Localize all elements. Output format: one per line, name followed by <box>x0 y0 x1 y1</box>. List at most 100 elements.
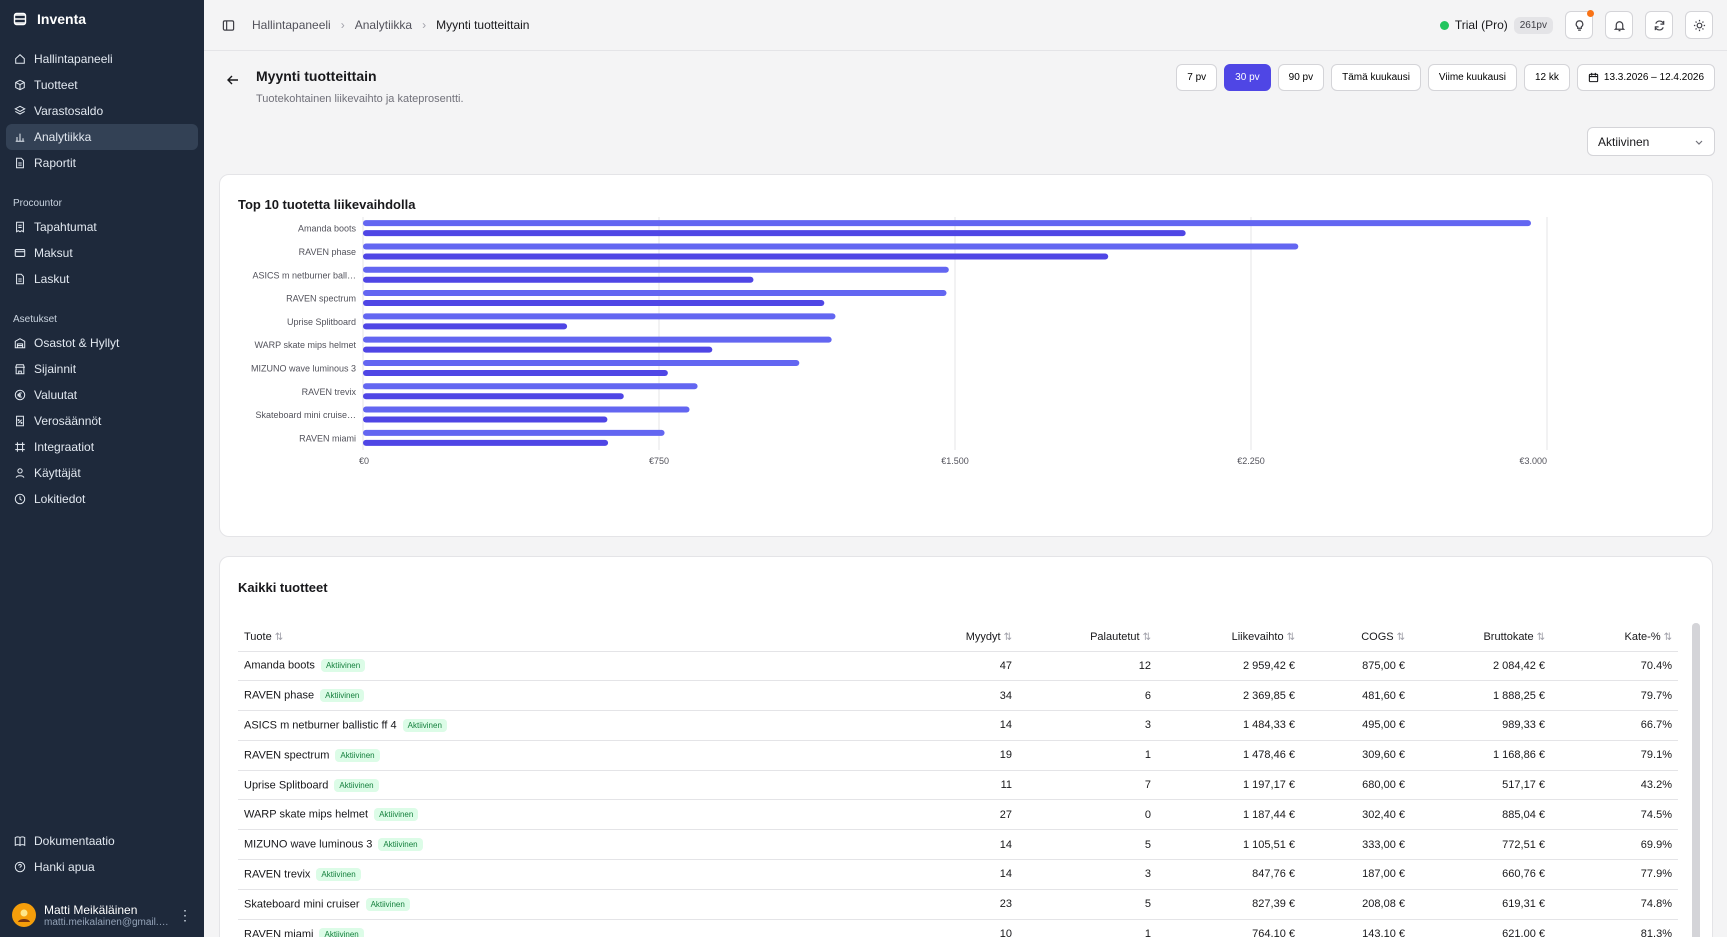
sort-icon: ⇅ <box>274 631 284 643</box>
sidebar-item-sijainnit[interactable]: Sijainnit <box>6 356 198 382</box>
range-button-12m[interactable]: 12 kk <box>1524 64 1570 91</box>
range-button-7d[interactable]: 7 pv <box>1176 64 1218 91</box>
user-menu[interactable]: Matti Meikäläinen matti.meikalainen@gmai… <box>0 893 204 937</box>
product-name[interactable]: RAVEN phase <box>244 689 315 702</box>
sidebar-item-analytiikka[interactable]: Analytiikka <box>6 124 198 150</box>
sidebar-item-kayttajat[interactable]: Käyttäjät <box>6 460 198 486</box>
sidebar-item-varastosaldo[interactable]: Varastosaldo <box>6 98 198 124</box>
sold-cell: 47 <box>858 651 1018 682</box>
table-row[interactable]: Uprise Splitboard Aktiivinen 11 7 1 197,17 €… <box>238 770 1678 801</box>
bar-series-2[interactable] <box>363 253 1109 260</box>
bar-series-2[interactable] <box>363 323 568 330</box>
scrollbar-thumb[interactable] <box>1692 623 1700 937</box>
table-row[interactable]: WARP skate mips helmet Aktiivinen 27 0 1 187… <box>238 799 1678 831</box>
revenue-cell: 1 478,46 € <box>1157 740 1301 771</box>
back-arrow-icon[interactable] <box>226 73 240 87</box>
product-name[interactable]: WARP skate mips helmet <box>244 808 369 821</box>
column-header-product[interactable]: Tuote ⇅ <box>238 623 858 652</box>
breadcrumb-item[interactable]: Analytiikka <box>354 18 413 32</box>
sidebar-item-hanki-apua[interactable]: Hanki apua <box>6 854 198 880</box>
column-header-revenue[interactable]: Liikevaihto ⇅ <box>1157 623 1301 652</box>
sidebar-item-verosaannot[interactable]: Verosäännöt <box>6 408 198 434</box>
sidebar-item-raportit[interactable]: Raportit <box>6 150 198 176</box>
bar-series-2[interactable] <box>363 276 754 283</box>
breadcrumb-item[interactable]: Hallintapaneeli <box>252 18 331 32</box>
range-button-30d[interactable]: 30 pv <box>1224 64 1271 91</box>
product-cell: ASICS m netburner ballistic ff 4 Aktiivin… <box>238 710 858 741</box>
brand[interactable]: Inventa <box>0 0 204 38</box>
date-range-picker[interactable]: 13.3.2026 – 12.4.2026 <box>1576 64 1715 91</box>
sidebar-item-maksut[interactable]: Maksut <box>6 240 198 266</box>
product-name[interactable]: Skateboard mini cruiser <box>244 898 360 911</box>
column-header-gross-profit[interactable]: Bruttokate ⇅ <box>1411 623 1551 652</box>
more-vertical-icon[interactable]: ⋮ <box>178 906 192 923</box>
column-header-margin[interactable]: Kate-% ⇅ <box>1551 623 1678 652</box>
sidebar-toggle-button[interactable] <box>218 11 238 39</box>
range-button-last-month[interactable]: Viime kuukausi <box>1427 64 1517 91</box>
product-name[interactable]: RAVEN trevix <box>244 868 311 881</box>
product-name[interactable]: ASICS m netburner ballistic ff 4 <box>244 719 397 732</box>
bar-series-2[interactable] <box>363 393 624 400</box>
sidebar-item-dokumentaatio[interactable]: Dokumentaatio <box>6 828 198 854</box>
product-name[interactable]: Amanda boots <box>244 659 315 672</box>
bar-series-2[interactable] <box>363 439 609 446</box>
bar-series-1[interactable] <box>363 243 1299 250</box>
bar-series-2[interactable] <box>363 230 1186 237</box>
bar-series-1[interactable] <box>363 429 665 436</box>
table-row[interactable]: ASICS m netburner ballistic ff 4 Aktiivin… <box>238 710 1678 741</box>
table-row[interactable]: Amanda boots Aktiivinen 47 12 2 959,42 €875,… <box>238 651 1678 682</box>
table-row[interactable]: RAVEN miami Aktiivinen 10 1 764,10 €143,10 €… <box>238 919 1678 937</box>
sidebar-item-label: Käyttäjät <box>34 466 81 480</box>
table-row[interactable]: MIZUNO wave luminous 3 Aktiivinen 14 5 1 105… <box>238 829 1678 861</box>
bar-series-1[interactable] <box>363 290 947 297</box>
gross-profit-cell: 1 888,25 € <box>1411 680 1551 712</box>
column-header-cogs[interactable]: COGS ⇅ <box>1301 623 1411 652</box>
sidebar-item-label: Maksut <box>34 246 73 260</box>
sidebar-item-integraatiot[interactable]: Integraatiot <box>6 434 198 460</box>
bar-series-1[interactable] <box>363 406 690 413</box>
bar-series-1[interactable] <box>363 220 1531 227</box>
sidebar-item-tuotteet[interactable]: Tuotteet <box>6 72 198 98</box>
plan-status[interactable]: Trial (Pro) 261pv <box>1439 16 1553 34</box>
table-row[interactable]: RAVEN phase Aktiivinen 34 6 2 369,85 €481,60… <box>238 680 1678 712</box>
bar-series-2[interactable] <box>363 369 668 376</box>
sidebar-item-tapahtumat[interactable]: Tapahtumat <box>6 214 198 240</box>
bar-series-2[interactable] <box>363 416 608 423</box>
category-label: Amanda boots <box>298 224 357 234</box>
column-header-sold[interactable]: Myydyt ⇅ <box>858 623 1018 652</box>
product-name[interactable]: RAVEN spectrum <box>244 749 330 762</box>
sidebar-item-valuutat[interactable]: Valuutat <box>6 382 198 408</box>
app-name: Inventa <box>37 11 87 27</box>
bar-series-2[interactable] <box>363 346 713 353</box>
bar-series-1[interactable] <box>363 383 698 390</box>
bar-series-1[interactable] <box>363 313 836 320</box>
bar-series-2[interactable] <box>363 300 825 307</box>
bar-series-1[interactable] <box>363 266 949 273</box>
sidebar-item-label: Tapahtumat <box>34 220 97 234</box>
status-filter-select[interactable]: Aktiivinen <box>1587 127 1715 156</box>
theme-toggle-button[interactable] <box>1685 11 1713 39</box>
sidebar-item-osastot-hyllyt[interactable]: Osastot & Hyllyt <box>6 330 198 356</box>
table-row[interactable]: RAVEN trevix Aktiivinen 14 3 847,76 €187,00 … <box>238 859 1678 890</box>
sidebar-item-laskut[interactable]: Laskut <box>6 266 198 292</box>
all-products-table-card: Kaikki tuotteet Tuote ⇅ Myydyt ⇅ Palautetu… <box>219 556 1713 937</box>
sidebar-item-hallintapaneeli[interactable]: Hallintapaneeli <box>6 46 198 72</box>
table-row[interactable]: RAVEN spectrum Aktiivinen 19 1 1 478,46 €309… <box>238 740 1678 771</box>
notifications-button[interactable] <box>1605 11 1633 39</box>
product-name[interactable]: MIZUNO wave luminous 3 <box>244 838 373 851</box>
product-name[interactable]: Uprise Splitboard <box>244 778 329 791</box>
sidebar-item-lokitiedot[interactable]: Lokitiedot <box>6 486 198 512</box>
range-button-90d[interactable]: 90 pv <box>1277 64 1325 91</box>
tips-button[interactable] <box>1565 10 1594 39</box>
column-header-returned[interactable]: Palautetut ⇅ <box>1018 623 1157 652</box>
refresh-button[interactable] <box>1645 11 1673 39</box>
bar-series-1[interactable] <box>363 336 832 343</box>
returned-cell: 6 <box>1018 680 1157 712</box>
range-button-this-month[interactable]: Tämä kuukausi <box>1331 64 1421 91</box>
table-row[interactable]: Skateboard mini cruiser Aktiivinen 23 5 827,… <box>238 889 1678 920</box>
product-cell: Uprise Splitboard Aktiivinen <box>238 770 858 801</box>
table-scrollbar[interactable] <box>1692 623 1700 937</box>
sidebar-item-label: Laskut <box>34 272 70 286</box>
bar-series-1[interactable] <box>363 359 800 366</box>
product-name[interactable]: RAVEN miami <box>244 927 314 937</box>
